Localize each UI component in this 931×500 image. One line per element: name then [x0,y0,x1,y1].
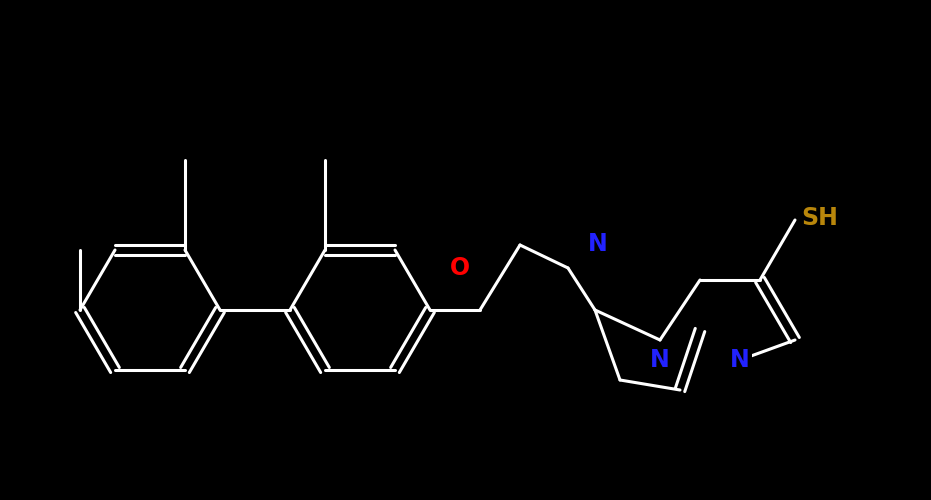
Text: O: O [450,256,470,280]
Text: SH: SH [802,206,839,230]
Text: N: N [588,232,608,256]
Text: N: N [650,348,670,372]
Text: N: N [730,348,749,372]
